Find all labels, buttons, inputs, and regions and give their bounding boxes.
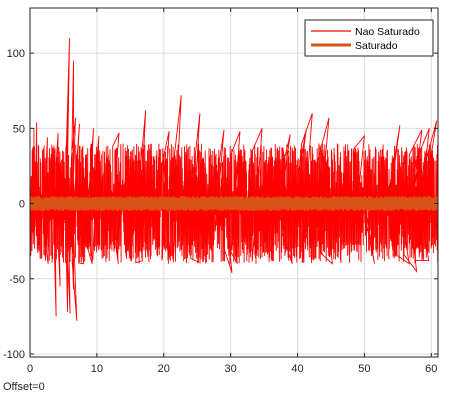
legend: Nao Saturado Saturado xyxy=(304,19,434,57)
x-tick-label: 30 xyxy=(225,363,237,375)
y-tick-label: 0 xyxy=(19,199,25,211)
plot-area-frame xyxy=(29,7,439,358)
y-tick-label: 100 xyxy=(7,48,25,60)
y-tick-label: -50 xyxy=(9,274,25,286)
series-layer xyxy=(29,38,439,321)
legend-box xyxy=(304,19,434,57)
x-tick-label: 60 xyxy=(425,363,437,375)
y-tick-label: 50 xyxy=(13,123,25,135)
legend-label-nao-saturado: Nao Saturado xyxy=(355,26,420,38)
offset-label: Offset=0 xyxy=(3,381,45,393)
x-tick-label: 20 xyxy=(158,363,170,375)
y-tick-label: -100 xyxy=(3,349,25,361)
x-tick-label: 50 xyxy=(358,363,370,375)
x-tick-label: 40 xyxy=(291,363,303,375)
x-tick-label: 0 xyxy=(27,363,33,375)
x-tick-label: 10 xyxy=(91,363,103,375)
legend-label-saturado: Saturado xyxy=(355,40,398,52)
axis-ticks: 0 10 20 30 40 50 60 -100 -50 0 50 100 xyxy=(3,8,438,375)
series-line-saturado xyxy=(29,195,439,212)
